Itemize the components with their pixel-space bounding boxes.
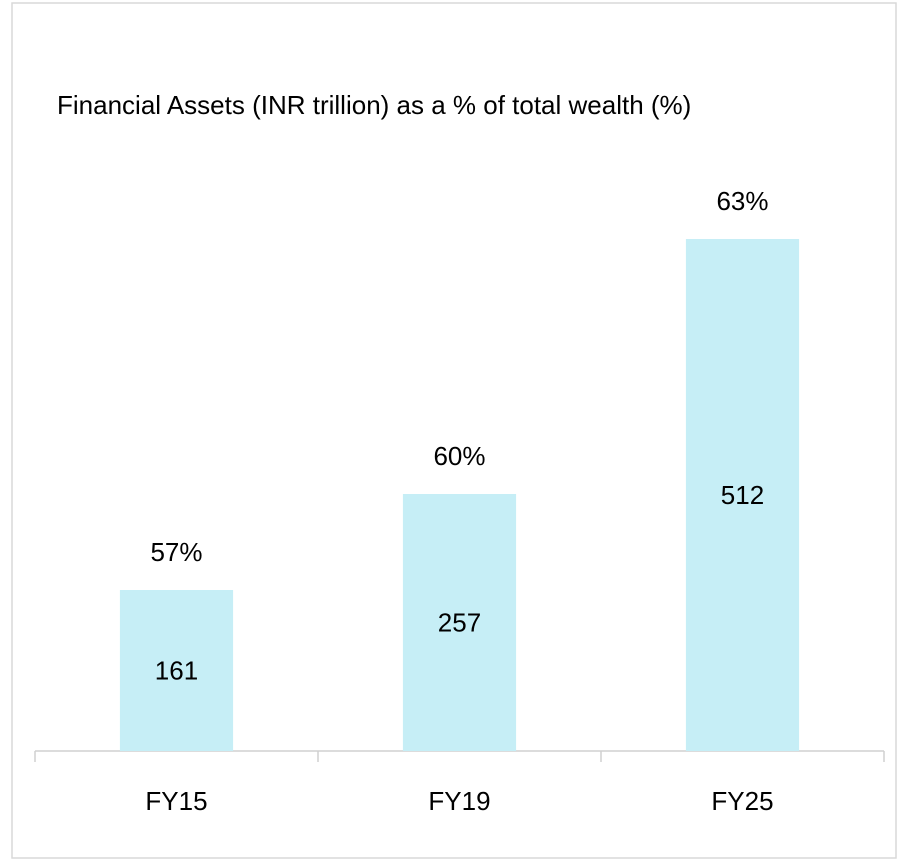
x-tick-label: FY19 (428, 786, 490, 816)
share-label: 60% (433, 441, 485, 471)
value-label: 257 (438, 607, 481, 637)
value-label: 512 (721, 480, 764, 510)
x-tick-label: FY25 (711, 786, 773, 816)
x-tick-label: FY15 (145, 786, 207, 816)
share-label: 57% (150, 537, 202, 567)
bar (119, 590, 234, 751)
chart-title: Financial Assets (INR trillion) as a % o… (57, 90, 691, 120)
value-label: 161 (155, 655, 198, 685)
bar (402, 494, 517, 751)
bar (685, 239, 800, 751)
share-label: 63% (716, 186, 768, 216)
